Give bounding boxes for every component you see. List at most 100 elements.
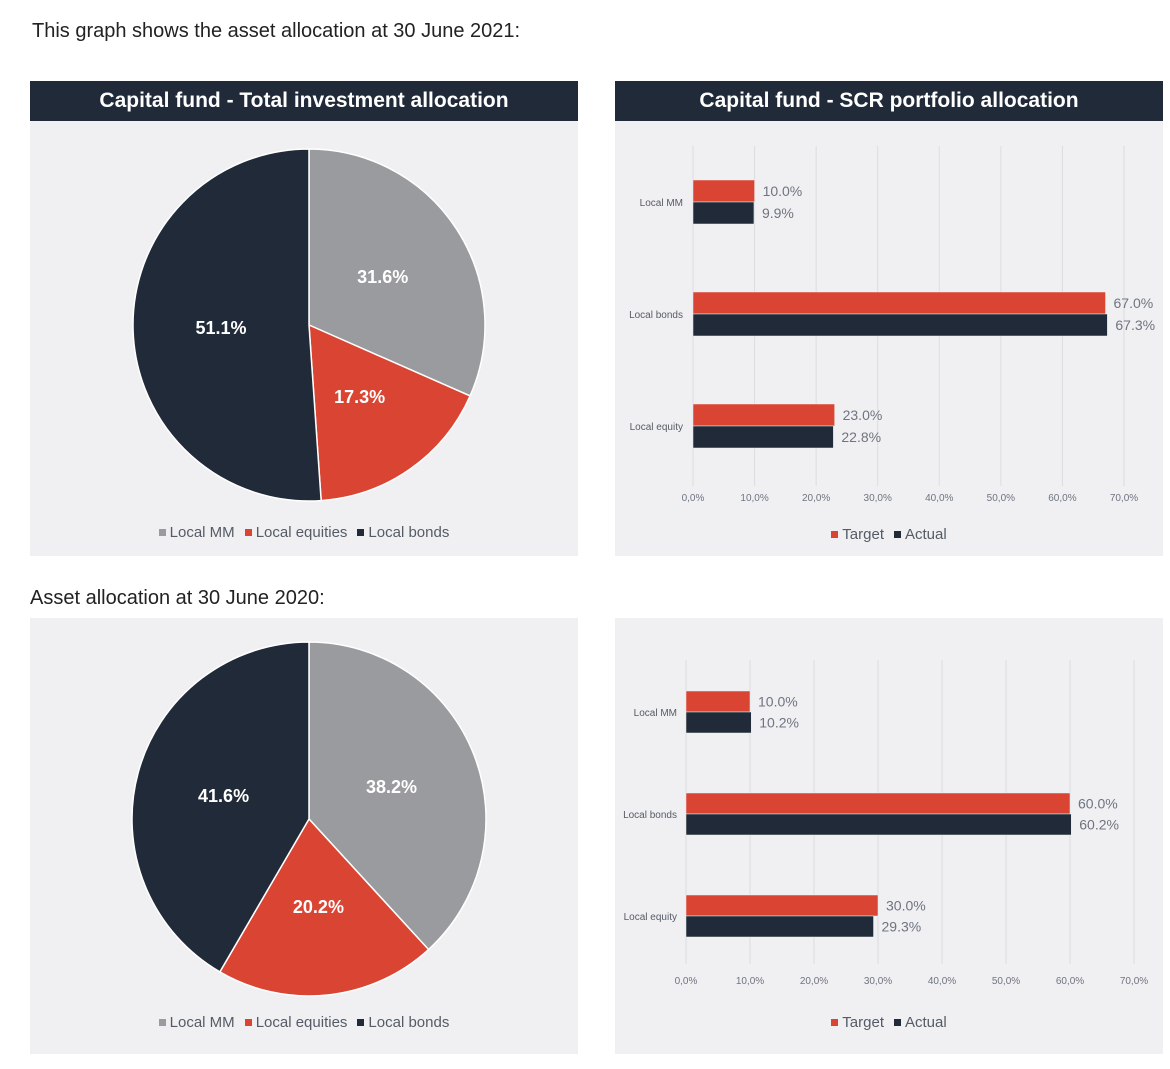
legend-target: Target bbox=[831, 526, 884, 543]
pie-slice-local-bonds bbox=[131, 641, 310, 973]
x-tick-label: 0,0% bbox=[682, 493, 705, 504]
bar-target-local-equity bbox=[685, 894, 879, 917]
bar-value-target-local-equity: 23.0% bbox=[843, 407, 883, 423]
legend-label-local-bonds: Local bonds bbox=[368, 1014, 450, 1031]
legend-actual: Actual bbox=[894, 1014, 947, 1031]
pie-label-local-bonds: 41.6% bbox=[198, 786, 249, 806]
bar-value-target-local-equity: 30.0% bbox=[886, 898, 926, 914]
category-label-local-equity: Local equity bbox=[624, 912, 677, 923]
bar-value-actual-local-bonds: 67.3% bbox=[1115, 317, 1155, 333]
legend-label-local-mm: Local MM bbox=[169, 524, 235, 541]
bar-value-actual-local-equity: 22.8% bbox=[841, 429, 881, 445]
category-label-local-bonds: Local bonds bbox=[623, 810, 677, 821]
x-tick-label: 50,0% bbox=[992, 976, 1020, 987]
swatch-local-equities bbox=[244, 529, 252, 536]
swatch-actual bbox=[894, 531, 901, 538]
legend-local-bonds: Local bonds bbox=[357, 524, 449, 541]
pie-slice-local-mm bbox=[308, 148, 486, 397]
legend-label-actual: Actual bbox=[905, 1014, 947, 1031]
panel-pie-2021: Capital fund - Total investment allocati… bbox=[30, 81, 578, 556]
pie-label-local-equities: 17.3% bbox=[334, 387, 385, 407]
pie-chart-2020: 38.2% 20.2% 41.6% bbox=[131, 641, 487, 997]
pie-chart-2021: 31.6% 17.3% 51.1% bbox=[132, 148, 486, 502]
panel-title-pie-2021: Capital fund - Total investment allocati… bbox=[30, 81, 578, 121]
bar-chart-2021: 0,0% 10,0% 20,0% 30,0% 40,0% 50,0% 60,0% 70,0% L… bbox=[629, 146, 1155, 504]
pie-legend-2021: Local MM Local equities Local bonds bbox=[30, 524, 578, 541]
bar-value-target-local-bonds: 60.0% bbox=[1078, 796, 1118, 812]
x-tick-label: 10,0% bbox=[740, 493, 768, 504]
bar-value-actual-local-mm: 9.9% bbox=[762, 205, 794, 221]
legend-label-local-mm: Local MM bbox=[169, 1014, 235, 1031]
swatch-target bbox=[831, 531, 839, 538]
category-label-local-mm: Local MM bbox=[634, 708, 677, 719]
bar-chart-2020: 0,0% 10,0% 20,0% 30,0% 40,0% 50,0% 60,0% 70,0% L… bbox=[623, 660, 1148, 987]
bar-target-local-bonds bbox=[685, 792, 1071, 815]
category-label-local-bonds: Local bonds bbox=[629, 310, 683, 321]
legend-label-target: Target bbox=[842, 526, 884, 543]
legend-label-local-equities: Local equities bbox=[255, 524, 348, 541]
category-label-local-mm: Local MM bbox=[640, 198, 683, 209]
bar-target-local-bonds bbox=[692, 291, 1106, 315]
legend-label-target: Target bbox=[842, 1014, 884, 1031]
legend-actual: Actual bbox=[894, 526, 947, 543]
x-tick-label: 50,0% bbox=[987, 493, 1015, 504]
pie-slice-local-bonds bbox=[132, 148, 322, 502]
x-tick-label: 30,0% bbox=[864, 976, 892, 987]
swatch-local-bonds bbox=[357, 1019, 365, 1026]
pie-legend-2020: Local MM Local equities Local bonds bbox=[30, 1014, 578, 1031]
x-tick-label: 10,0% bbox=[736, 976, 764, 987]
legend-local-equities: Local equities bbox=[244, 1014, 348, 1031]
bar-value-target-local-mm: 10.0% bbox=[758, 694, 798, 710]
bar-legend-2020: Target Actual bbox=[615, 1014, 1163, 1031]
bar-value-actual-local-bonds: 60.2% bbox=[1079, 817, 1119, 833]
pie-slice-local-equities bbox=[308, 323, 472, 502]
pie-label-local-mm: 31.6% bbox=[357, 267, 408, 287]
swatch-local-mm bbox=[158, 529, 166, 536]
pie-slice-local-mm bbox=[308, 641, 487, 951]
legend-local-mm: Local MM bbox=[158, 524, 235, 541]
legend-local-equities: Local equities bbox=[244, 524, 348, 541]
x-tick-label: 0,0% bbox=[675, 976, 698, 987]
bar-actual-local-equity bbox=[692, 425, 834, 449]
x-tick-label: 70,0% bbox=[1110, 493, 1138, 504]
x-tick-label: 40,0% bbox=[928, 976, 956, 987]
bar-target-local-mm bbox=[685, 690, 751, 713]
x-tick-label: 60,0% bbox=[1056, 976, 1084, 987]
x-tick-label: 30,0% bbox=[864, 493, 892, 504]
swatch-local-bonds bbox=[357, 529, 365, 536]
bar-actual-local-mm bbox=[685, 711, 752, 734]
bar-value-target-local-mm: 10.0% bbox=[763, 183, 803, 199]
pie-label-local-bonds: 51.1% bbox=[196, 318, 247, 338]
bar-target-local-mm bbox=[692, 179, 755, 203]
legend-local-mm: Local MM bbox=[158, 1014, 235, 1031]
bar-actual-local-bonds bbox=[692, 313, 1108, 337]
pie-label-local-mm: 38.2% bbox=[366, 777, 417, 797]
bar-target-local-equity bbox=[692, 403, 835, 427]
swatch-local-equities bbox=[244, 1019, 252, 1026]
x-tick-label: 20,0% bbox=[800, 976, 828, 987]
legend-local-bonds: Local bonds bbox=[357, 1014, 449, 1031]
pie-label-local-equities: 20.2% bbox=[293, 897, 344, 917]
x-tick-label: 40,0% bbox=[925, 493, 953, 504]
caption-2021: This graph shows the asset allocation at… bbox=[32, 20, 521, 42]
swatch-target bbox=[831, 1019, 839, 1026]
panel-bar-2021: Capital fund - SCR portfolio allocation … bbox=[615, 81, 1163, 556]
legend-label-actual: Actual bbox=[905, 526, 947, 543]
panel-bar-2020: 0,0% 10,0% 20,0% 30,0% 40,0% 50,0% 60,0% 70,0% L… bbox=[615, 618, 1163, 1054]
bar-value-target-local-bonds: 67.0% bbox=[1114, 295, 1154, 311]
caption-2020: Asset allocation at 30 June 2020: bbox=[30, 587, 325, 609]
bar-actual-local-mm bbox=[692, 201, 755, 225]
x-tick-label: 70,0% bbox=[1120, 976, 1148, 987]
panel-pie-2020: 38.2% 20.2% 41.6% Local MM Local equities … bbox=[30, 618, 578, 1054]
bar-value-actual-local-equity: 29.3% bbox=[882, 919, 922, 935]
bar-actual-local-equity bbox=[685, 915, 874, 938]
legend-label-local-equities: Local equities bbox=[255, 1014, 348, 1031]
pie-slice-local-equities bbox=[218, 817, 430, 997]
bar-value-actual-local-mm: 10.2% bbox=[759, 715, 799, 731]
swatch-local-mm bbox=[158, 1019, 166, 1026]
x-tick-label: 20,0% bbox=[802, 493, 830, 504]
swatch-actual bbox=[894, 1019, 901, 1026]
legend-label-local-bonds: Local bonds bbox=[368, 524, 450, 541]
legend-target: Target bbox=[831, 1014, 884, 1031]
panel-title-bar-2021: Capital fund - SCR portfolio allocation bbox=[615, 81, 1163, 121]
